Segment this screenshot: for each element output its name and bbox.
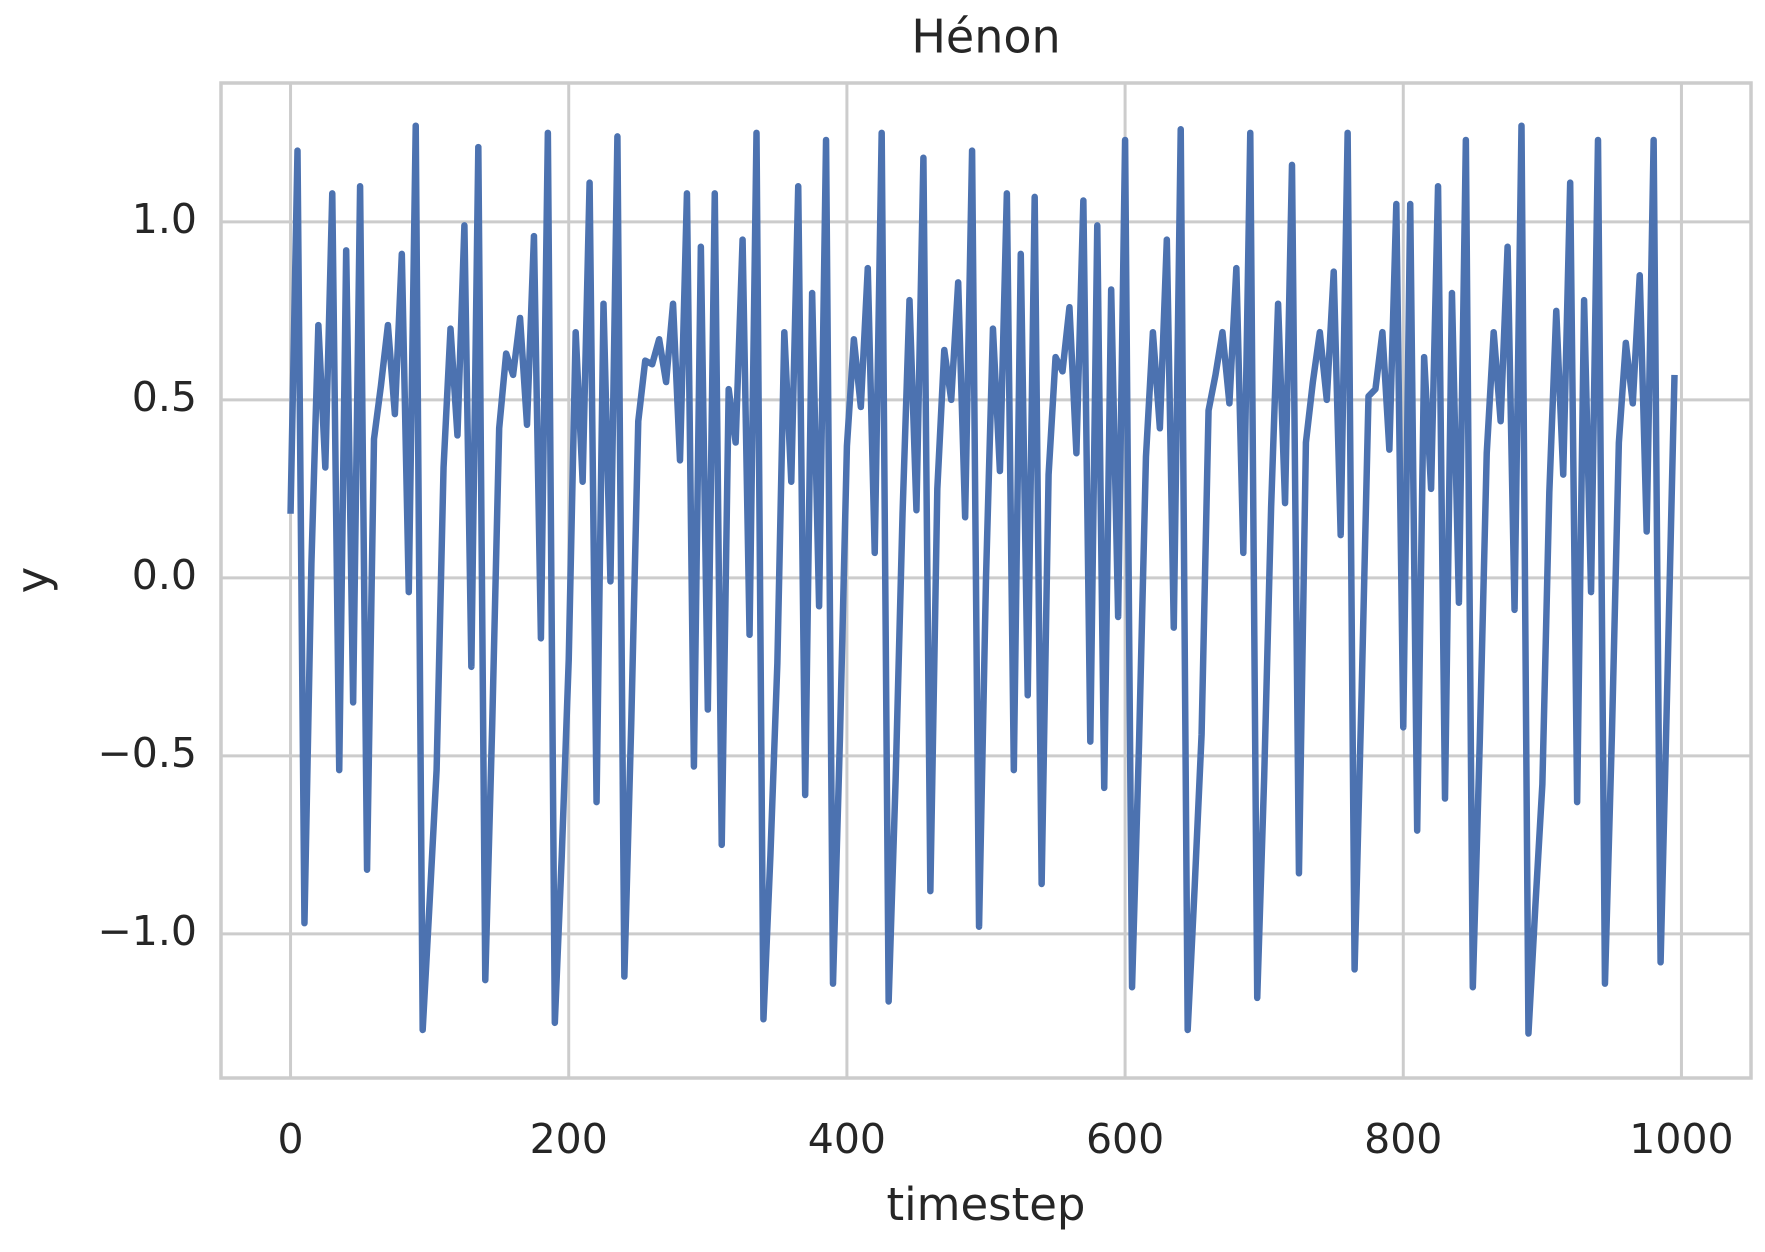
x-tick-label: 200 — [530, 1115, 608, 1163]
x-tick-label: 400 — [808, 1115, 886, 1163]
x-tick-label: 0 — [277, 1115, 303, 1163]
x-tick-label: 600 — [1086, 1115, 1164, 1163]
data-line — [287, 122, 1678, 1037]
y-tick-label: −1.0 — [97, 907, 197, 955]
plot-frame — [219, 81, 1753, 1080]
y-tick-label: 0.5 — [132, 373, 197, 421]
y-tick-label: 0.0 — [132, 551, 197, 599]
y-tick-label: −0.5 — [97, 729, 197, 777]
x-axis-label: timestep — [886, 1178, 1085, 1231]
y-tick-label: 1.0 — [132, 195, 197, 243]
x-tick-label: 1000 — [1629, 1115, 1733, 1163]
chart-title: Hénon — [911, 10, 1060, 64]
y-axis-label: y — [6, 567, 59, 594]
x-tick-label: 800 — [1364, 1115, 1442, 1163]
